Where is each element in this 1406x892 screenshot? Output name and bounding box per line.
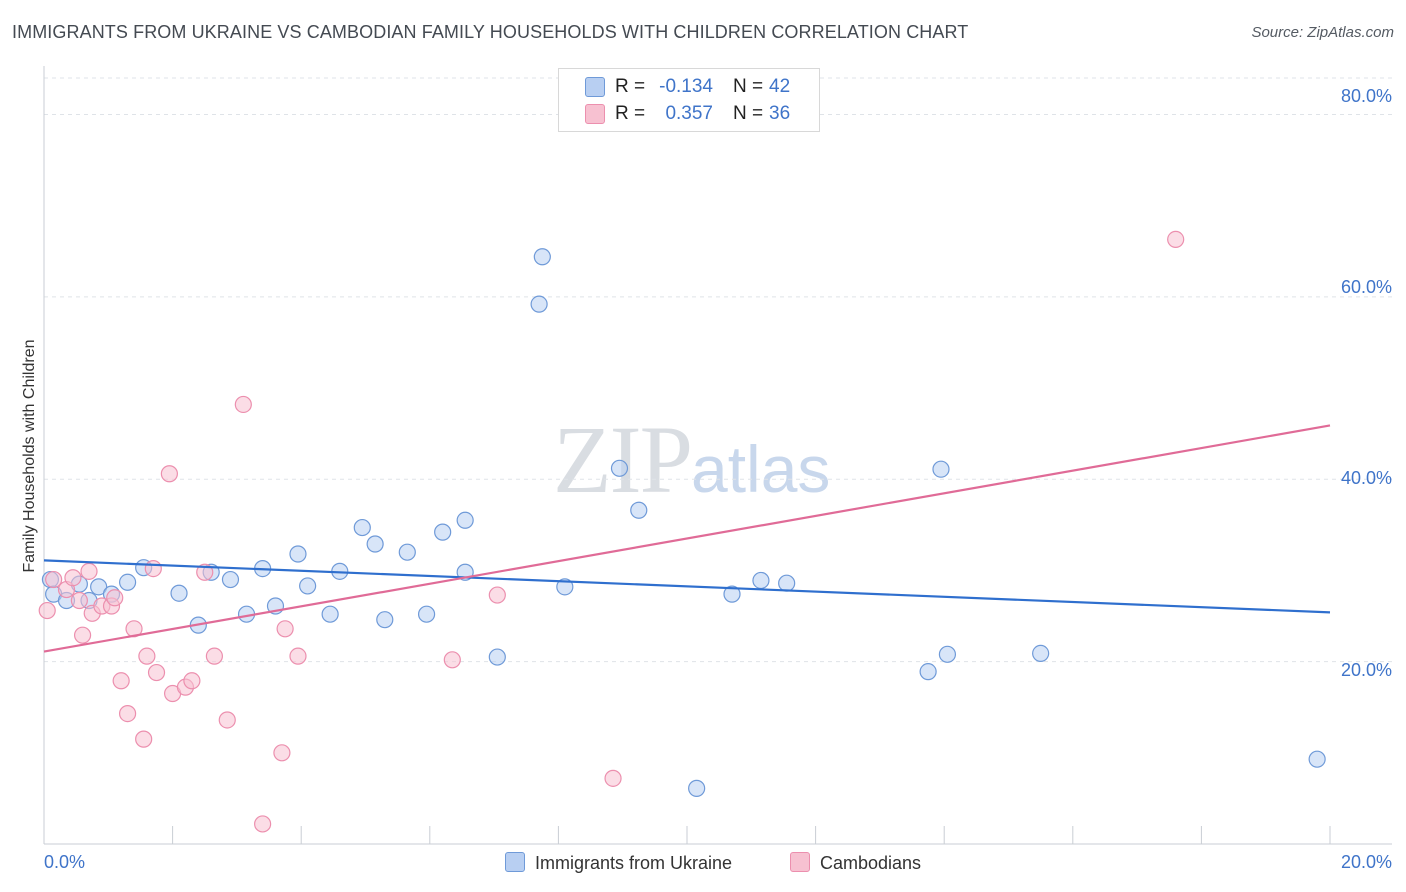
ukraine-point-5 — [90, 578, 108, 596]
ukraine-point-26 — [456, 511, 474, 529]
cambodians-point-24 — [218, 711, 236, 729]
cambodians-point-21 — [183, 672, 201, 690]
y-tick-80: 80.0% — [1340, 86, 1392, 106]
cambodians-point-33 — [1167, 230, 1185, 249]
x-tick-0: 0.0% — [44, 852, 86, 872]
cambodians-point-10 — [106, 589, 124, 607]
ukraine-point-25 — [434, 523, 452, 541]
legend-label-cambodians: Cambodians — [820, 853, 922, 873]
ukraine-point-16 — [289, 545, 307, 563]
cambodians-point-22 — [196, 563, 214, 581]
cambodians-point-4 — [70, 591, 88, 610]
ukraine-point-41 — [1032, 644, 1050, 663]
cambodians-point-18 — [160, 465, 178, 483]
ukraine-point-33 — [630, 501, 648, 519]
ukraine-point-24 — [417, 605, 436, 623]
cambodians-point-26 — [254, 815, 272, 833]
ukraine-point-22 — [376, 611, 394, 629]
pink-swatch — [585, 104, 605, 124]
y-axis-label: Family Households with Children — [21, 339, 38, 573]
cambodians-point-23 — [205, 647, 223, 665]
legend-item-ukraine: Immigrants from Ukraine — [505, 852, 732, 874]
legend-label-ukraine: Immigrants from Ukraine — [535, 853, 733, 873]
ukraine-point-30 — [530, 295, 548, 313]
n-label: N = — [733, 103, 764, 124]
ukraine-trend-line — [43, 559, 1331, 614]
ukraine-point-19 — [321, 605, 339, 623]
pink-swatch — [790, 852, 810, 872]
ukraine-point-23 — [398, 543, 416, 561]
cambodians-point-0 — [38, 601, 56, 620]
cambodians-point-28 — [276, 620, 294, 638]
cambodians-point-31 — [488, 586, 506, 604]
cambodians-point-30 — [443, 651, 461, 669]
cambodians-point-6 — [80, 562, 98, 580]
cambodians-point-27 — [273, 744, 291, 762]
ukraine-point-20 — [353, 518, 371, 537]
cambodians-trend-line — [43, 424, 1331, 653]
ukraine-point-37 — [778, 574, 796, 592]
y-tick-60: 60.0% — [1340, 277, 1392, 297]
r-value: 0.357 — [665, 103, 713, 124]
r-value: -0.134 — [659, 76, 713, 97]
legend-item-cambodians: Cambodians — [790, 852, 921, 874]
ukraine-point-12 — [221, 570, 240, 589]
ukraine-point-7 — [118, 573, 137, 591]
ukraine-point-17 — [299, 577, 317, 595]
r-label: R = — [615, 76, 646, 97]
blue-swatch — [585, 77, 605, 97]
cambodians-point-5 — [73, 626, 92, 644]
cambodians-point-1 — [45, 570, 63, 589]
cambodians-point-11 — [112, 672, 130, 690]
y-tick-20: 20.0% — [1340, 660, 1392, 680]
ukraine-point-32 — [610, 459, 629, 477]
n-value: 36 — [769, 103, 791, 124]
ukraine-point-40 — [938, 645, 957, 663]
ukraine-point-21 — [366, 535, 384, 553]
ukraine-point-35 — [723, 585, 741, 603]
cambodians-point-17 — [147, 663, 166, 682]
n-label: N = — [733, 76, 764, 97]
ukraine-point-28 — [488, 648, 506, 666]
ukraine-point-29 — [533, 248, 551, 266]
cambodians-point-3 — [64, 569, 82, 587]
correlation-legend: R = -0.134 N = 42 R = 0.357 N = 36 — [558, 68, 820, 132]
cambodians-point-16 — [144, 560, 162, 578]
r-label: R = — [615, 103, 646, 124]
ukraine-point-31 — [556, 578, 574, 596]
cambodians-point-32 — [604, 769, 622, 787]
cambodians-point-25 — [234, 395, 252, 414]
ukraine-point-38 — [919, 663, 937, 681]
ukraine-point-36 — [752, 571, 770, 590]
cambodians-point-12 — [118, 704, 137, 723]
blue-swatch — [505, 852, 525, 872]
ukraine-point-9 — [170, 584, 188, 602]
ukraine-point-42 — [1308, 750, 1326, 768]
cambodians-point-29 — [289, 647, 307, 665]
x-tick-20: 20.0% — [1340, 852, 1392, 872]
cambodians-point-14 — [135, 730, 153, 748]
n-value: 42 — [769, 76, 791, 97]
watermark: ZIPatlas — [553, 406, 831, 513]
source-label: Source: ZipAtlas.com — [1251, 24, 1394, 41]
y-tick-40: 40.0% — [1340, 468, 1392, 488]
ukraine-point-34 — [688, 779, 706, 797]
cambodians-point-15 — [138, 647, 156, 665]
ukraine-point-39 — [932, 460, 950, 478]
chart-title: IMMIGRANTS FROM UKRAINE VS CAMBODIAN FAM… — [12, 22, 969, 42]
